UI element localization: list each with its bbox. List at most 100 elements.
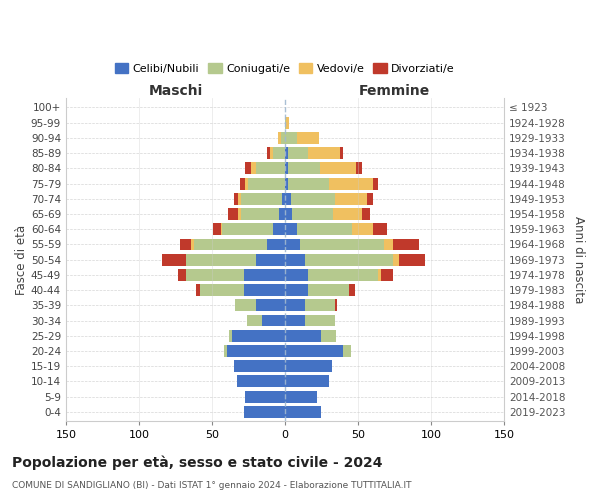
Bar <box>256 300 285 311</box>
Bar <box>244 269 285 281</box>
Bar <box>285 254 305 266</box>
Bar <box>227 345 285 357</box>
Bar <box>308 284 349 296</box>
Bar <box>256 162 285 174</box>
Bar <box>362 208 370 220</box>
Bar <box>285 147 288 159</box>
Bar <box>229 330 232 342</box>
Bar <box>247 314 262 326</box>
Bar <box>279 208 285 220</box>
Bar <box>238 208 241 220</box>
Bar <box>221 224 222 235</box>
Bar <box>285 162 288 174</box>
Bar <box>194 238 268 250</box>
Bar <box>288 147 308 159</box>
Bar <box>241 208 279 220</box>
Bar <box>245 162 251 174</box>
Bar <box>185 254 256 266</box>
Bar <box>384 238 393 250</box>
Bar <box>291 193 335 204</box>
Bar <box>335 300 337 311</box>
Bar <box>185 269 244 281</box>
Bar <box>335 193 367 204</box>
Bar <box>285 376 329 388</box>
Bar <box>271 147 273 159</box>
Bar <box>320 162 356 174</box>
Bar <box>285 284 308 296</box>
Bar <box>256 254 285 266</box>
Bar <box>245 178 248 190</box>
Bar <box>399 254 425 266</box>
Y-axis label: Anni di nascita: Anni di nascita <box>572 216 585 304</box>
Bar <box>268 147 271 159</box>
Bar <box>196 284 200 296</box>
Bar <box>340 147 343 159</box>
Bar <box>393 238 419 250</box>
Bar <box>268 238 285 250</box>
Bar <box>343 345 350 357</box>
Bar <box>238 193 241 204</box>
Bar <box>379 269 381 281</box>
Bar <box>308 147 340 159</box>
Bar <box>222 224 273 235</box>
Bar <box>393 254 399 266</box>
Bar <box>214 224 221 235</box>
Bar <box>285 117 286 128</box>
Bar <box>286 117 289 128</box>
Bar <box>373 224 387 235</box>
Legend: Celibi/Nubili, Coniugati/e, Vedovi/e, Divorziati/e: Celibi/Nubili, Coniugati/e, Vedovi/e, Di… <box>110 58 460 78</box>
Bar <box>285 360 332 372</box>
Bar <box>235 300 256 311</box>
Bar <box>305 254 393 266</box>
Bar <box>285 193 291 204</box>
Bar <box>285 238 299 250</box>
Bar <box>285 132 296 144</box>
Bar <box>232 330 285 342</box>
Bar <box>285 178 288 190</box>
Bar <box>352 224 373 235</box>
Bar <box>285 330 322 342</box>
Bar <box>349 284 355 296</box>
Bar <box>285 300 305 311</box>
Bar <box>373 178 379 190</box>
Bar <box>234 360 285 372</box>
Bar <box>285 208 292 220</box>
Bar <box>305 314 335 326</box>
Bar <box>285 314 305 326</box>
Bar <box>273 147 285 159</box>
Bar <box>278 132 281 144</box>
Bar <box>329 178 373 190</box>
Bar <box>200 284 244 296</box>
Bar <box>237 376 285 388</box>
Bar <box>228 208 238 220</box>
Bar <box>333 208 362 220</box>
Bar <box>262 314 285 326</box>
Bar <box>292 208 333 220</box>
Bar <box>285 345 343 357</box>
Text: Popolazione per età, sesso e stato civile - 2024: Popolazione per età, sesso e stato civil… <box>12 456 383 470</box>
Bar <box>305 300 335 311</box>
Text: Femmine: Femmine <box>359 84 430 98</box>
Bar <box>285 406 322 418</box>
Bar <box>273 224 285 235</box>
Bar <box>178 269 185 281</box>
Bar <box>244 284 285 296</box>
Y-axis label: Fasce di età: Fasce di età <box>15 224 28 294</box>
Bar <box>356 162 362 174</box>
Bar <box>245 390 285 402</box>
Bar <box>381 269 393 281</box>
Bar <box>248 178 285 190</box>
Bar <box>308 269 379 281</box>
Bar <box>282 193 285 204</box>
Bar <box>285 224 296 235</box>
Bar <box>281 132 285 144</box>
Bar <box>162 254 185 266</box>
Bar <box>241 193 282 204</box>
Bar <box>234 193 238 204</box>
Bar <box>367 193 373 204</box>
Bar <box>288 178 329 190</box>
Bar <box>239 178 245 190</box>
Bar <box>224 345 227 357</box>
Bar <box>180 238 191 250</box>
Bar <box>299 238 384 250</box>
